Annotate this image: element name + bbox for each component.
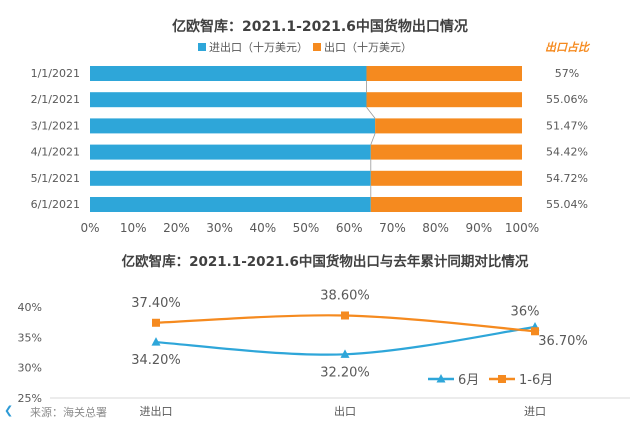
chart1-x-tick-2: 20%: [163, 221, 190, 235]
chart2-legend-marker-1: [498, 375, 506, 383]
chart1-share-label-3: 51.47%: [546, 119, 588, 132]
chart1-bar-orange-2: [366, 92, 522, 108]
chart2-point-june-1: [151, 337, 161, 346]
chart1-share-header: 出口占比: [545, 41, 591, 54]
chart1-bar-orange-1: [366, 66, 522, 81]
chart2-data-label-june-2: 32.20%: [320, 365, 370, 380]
chart1-bar-orange-6: [370, 197, 522, 212]
chart1-x-tick-0: 0%: [80, 221, 99, 235]
chart1-series-connector-2: [366, 106, 376, 119]
chart1-share-label-6: 55.04%: [546, 198, 588, 211]
chart1-legend-label-1: 出口（十万美元）: [324, 40, 412, 54]
chart1-share-label-2: 55.06%: [546, 93, 588, 106]
chart1-x-tick-4: 40%: [249, 221, 276, 235]
chart1-bar-blue-3: [90, 118, 376, 134]
chart1-category-label-3: 3/1/2021: [31, 119, 80, 132]
chart1-category-label-1: 1/1/2021: [31, 67, 80, 80]
chart1-share-label-4: 54.42%: [546, 146, 588, 159]
chart1-title: 亿欧智库：2021.1-2021.6中国货物出口情况: [172, 18, 468, 35]
chart2-point-jan-june-2: [341, 311, 349, 320]
chart1-share-label-5: 54.72%: [546, 172, 588, 185]
chart2-y-tick-3: 40%: [18, 301, 42, 314]
chart1-x-tick-7: 70%: [379, 221, 406, 235]
chart2-legend-marker-0: [436, 374, 446, 383]
chart2-data-label-june-3: 36.70%: [538, 334, 588, 349]
chart1-x-tick-3: 30%: [206, 221, 233, 235]
chart2-data-label-jan-june-3: 36%: [511, 304, 540, 319]
chart2-data-label-june-1: 34.20%: [131, 353, 181, 368]
chart2-point-jan-june-3: [531, 327, 539, 336]
chart1-bar-orange-4: [370, 144, 522, 160]
chart1-x-tick-5: 50%: [293, 221, 320, 235]
chart2-y-tick-2: 35%: [18, 331, 42, 344]
chart2-category-label-2: 出口: [334, 404, 356, 418]
chart2-data-label-jan-june-2: 38.60%: [320, 288, 370, 303]
chart1-legend-swatch-1: [313, 43, 321, 51]
chart2-point-jan-june-1: [152, 318, 160, 327]
chart2-y-tick-0: 25%: [18, 392, 42, 405]
chart1-bar-blue-4: [90, 144, 371, 160]
chart1-legend-label-0: 进出口（十万美元）: [209, 40, 308, 54]
chart2-title: 亿欧智库：2021.1-2021.6中国货物出口与去年累计同期对比情况: [122, 253, 529, 270]
chart1-x-tick-6: 60%: [336, 221, 363, 235]
chart1-bar-blue-6: [90, 197, 371, 212]
chart1-category-label-6: 6/1/2021: [31, 198, 80, 211]
chart1-category-label-4: 4/1/2021: [31, 146, 80, 159]
chart1-x-tick-8: 80%: [422, 221, 449, 235]
chart1-series-connector-3: [370, 133, 376, 145]
chart1-x-tick-10: 100%: [505, 221, 539, 235]
chart2-y-tick-1: 30%: [18, 362, 42, 375]
chart2-category-label-1: 进出口: [140, 404, 173, 418]
chart1-x-tick-9: 90%: [465, 221, 492, 235]
chart1-legend-swatch-0: [198, 43, 206, 51]
chart1-category-label-5: 5/1/2021: [31, 172, 80, 185]
chart1-x-tick-1: 10%: [120, 221, 147, 235]
source-arrow-icon: ❮: [4, 404, 14, 417]
chart1-bar-blue-5: [90, 170, 371, 186]
chart1-category-label-2: 2/1/2021: [31, 93, 80, 106]
chart1-bar-blue-1: [90, 66, 367, 81]
source-note: 来源：海关总署: [30, 406, 107, 419]
chart2-legend-label-1: 1-6月: [519, 373, 553, 388]
chart2-legend-label-0: 6月: [458, 373, 479, 388]
chart1-bar-orange-5: [370, 170, 522, 186]
chart2-category-label-3: 进口: [524, 405, 546, 418]
chart2-data-label-jan-june-1: 37.40%: [131, 296, 181, 311]
chart1-bar-orange-3: [375, 118, 522, 134]
chart2-point-june-2: [340, 349, 350, 358]
chart1-bar-blue-2: [90, 92, 367, 108]
chart1-share-label-1: 57%: [555, 67, 579, 80]
